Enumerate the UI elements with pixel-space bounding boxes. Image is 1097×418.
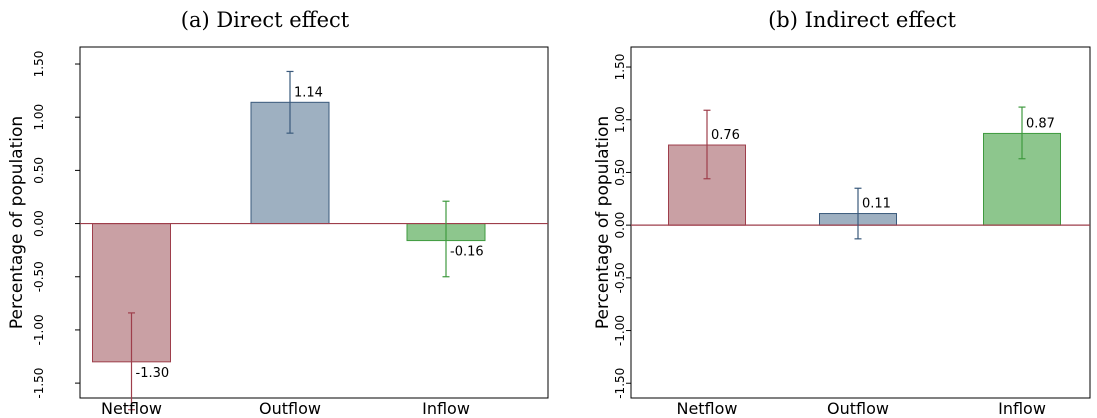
y-tick-label: 0.00 [32, 210, 46, 237]
plot-frame [79, 46, 549, 399]
y-tick-label: 0.50 [32, 157, 46, 184]
data-label-outflow: 0.11 [862, 197, 891, 212]
y-tick-label: -0.50 [32, 261, 46, 292]
y-tick-label: 1.50 [613, 54, 627, 81]
x-category-label: Inflow [422, 399, 470, 418]
y-axis-label: Percentage of population [593, 116, 613, 329]
y-tick-label: 0.50 [613, 159, 627, 186]
error-bar-outflow [854, 187, 862, 240]
data-label-netflow: -1.30 [136, 366, 170, 381]
x-category-label: Netflow [676, 399, 737, 418]
y-axis-label: Percentage of population [7, 116, 27, 329]
chart-panel-direct-effect: (a) Direct effect Percentage of populatio… [7, 8, 549, 418]
y-tick-label: 0.00 [613, 212, 627, 239]
x-category-label: Netflow [101, 399, 162, 418]
x-category-label: Outflow [259, 399, 321, 418]
data-label-inflow: 0.87 [1026, 116, 1055, 131]
y-tick-label: -1.50 [32, 368, 46, 399]
plot-frame [630, 46, 1091, 399]
error-bar-netflow [128, 312, 135, 411]
y-tick-label: 1.00 [32, 104, 46, 131]
data-label-outflow: 1.14 [294, 85, 323, 100]
error-bar-netflow [703, 109, 711, 180]
data-label-inflow: -0.16 [450, 245, 484, 260]
y-tick-label: -1.00 [613, 315, 627, 346]
chart-title: (a) Direct effect [181, 8, 350, 32]
data-label-netflow: 0.76 [711, 128, 740, 143]
x-category-label: Inflow [998, 399, 1046, 418]
error-bar-inflow [1018, 106, 1026, 160]
chart-title: (b) Indirect effect [768, 8, 956, 32]
y-tick-label: -1.50 [613, 368, 627, 399]
y-tick-label: -1.00 [32, 314, 46, 345]
y-tick-label: -0.50 [613, 262, 627, 293]
y-tick-label: 1.00 [613, 106, 627, 133]
chart-panel-indirect-effect: (b) Indirect effect Percentage of populat… [593, 8, 1091, 418]
x-category-label: Outflow [827, 399, 889, 418]
y-tick-label: 1.50 [32, 51, 46, 78]
error-bar-outflow [286, 70, 294, 134]
error-bar-inflow [442, 200, 450, 278]
